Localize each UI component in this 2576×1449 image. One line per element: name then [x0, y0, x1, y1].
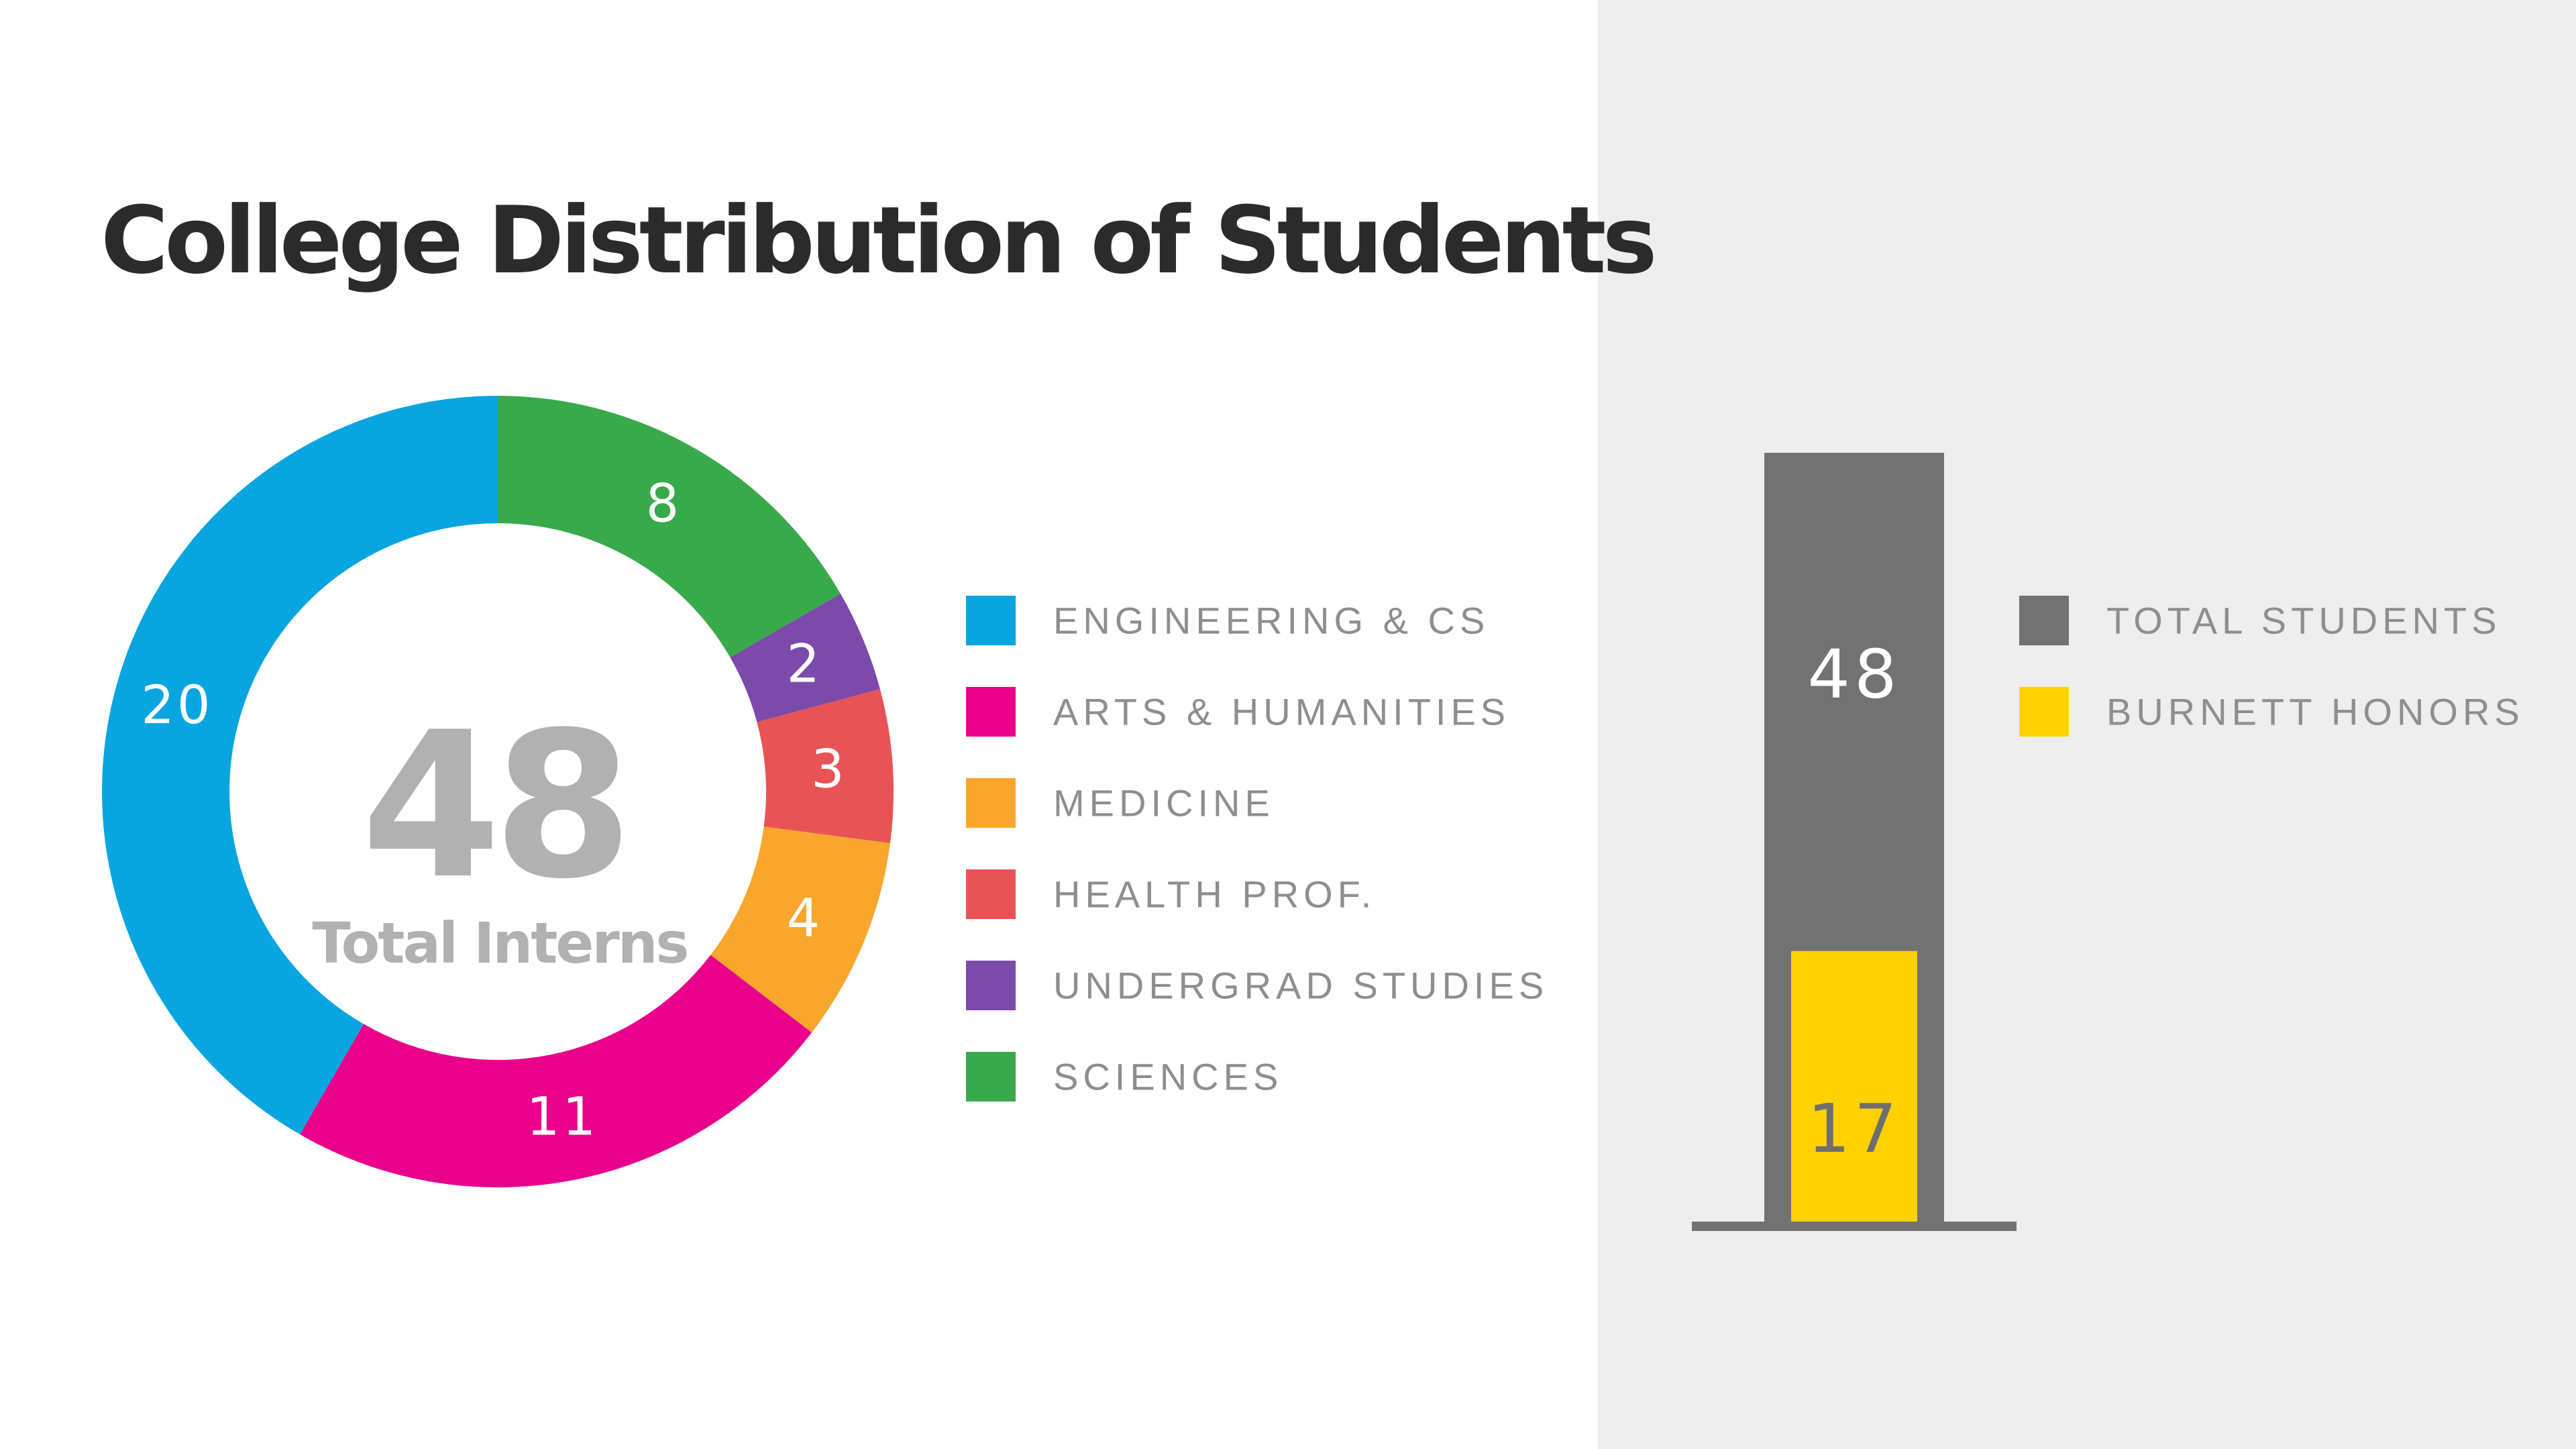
legend-swatch-sciences — [966, 1052, 1016, 1102]
donut-slice-health-prof — [757, 689, 894, 844]
donut-center: 48 Total Interns — [312, 689, 689, 976]
bar-burnett-honors — [1791, 951, 1917, 1224]
donut-slice-arts-and-humanities — [300, 955, 812, 1187]
legend-label-arts-and-humanities: ARTS & HUMANITIES — [1053, 691, 1510, 733]
legend-swatch-health-prof — [966, 869, 1016, 919]
legend-swatch-total-students — [2019, 596, 2069, 645]
donut-slice-engineering-and-cs — [102, 396, 498, 1134]
legend-label-health-prof: HEALTH PROF. — [1053, 873, 1376, 916]
page-title: College Distribution of Students — [101, 186, 1658, 294]
donut-center-value: 48 — [361, 689, 625, 923]
donut-chart: 8 2 3 4 11 20 — [102, 396, 894, 1187]
right-panel — [1598, 0, 2576, 1449]
bar-chart: 48 17 — [1692, 453, 2017, 1231]
donut-slice-sciences — [498, 396, 841, 657]
donut-label-medicine: 4 — [787, 888, 823, 949]
donut-center-label: Total Interns — [312, 910, 687, 976]
bar-legend: TOTAL STUDENTS BURNETT HONORS — [2019, 596, 2524, 737]
bar-value-burnett-honors: 17 — [1807, 1089, 1900, 1168]
legend-swatch-undergrad-studies — [966, 961, 1016, 1010]
legend-label-burnett-honors: BURNETT HONORS — [2106, 691, 2524, 733]
donut-label-arts-and-humanities: 11 — [527, 1087, 598, 1147]
legend-swatch-medicine — [966, 778, 1016, 828]
pie-legend: ENGINEERING & CS ARTS & HUMANITIES MEDICIN… — [966, 596, 1548, 1102]
legend-label-medicine: MEDICINE — [1053, 782, 1275, 824]
donut-label-sciences: 8 — [646, 474, 682, 534]
legend-label-engineering-and-cs: ENGINEERING & CS — [1053, 600, 1489, 642]
legend-label-sciences: SCIENCES — [1053, 1056, 1283, 1098]
legend-swatch-burnett-honors — [2019, 687, 2069, 737]
donut-label-health-prof: 3 — [811, 740, 847, 800]
bar-baseline — [1692, 1222, 2017, 1231]
bar-value-total-students: 48 — [1807, 635, 1900, 714]
donut-label-undergrad-studies: 2 — [787, 635, 823, 695]
legend-swatch-engineering-and-cs — [966, 596, 1016, 645]
legend-label-undergrad-studies: UNDERGRAD STUDIES — [1053, 965, 1548, 1007]
donut-label-engineering-and-cs: 20 — [141, 676, 213, 736]
legend-label-total-students: TOTAL STUDENTS — [2106, 600, 2502, 642]
donut-slice-medicine — [710, 826, 890, 1033]
donut-slice-undergrad-studies — [730, 594, 880, 722]
legend-swatch-arts-and-humanities — [966, 687, 1016, 737]
